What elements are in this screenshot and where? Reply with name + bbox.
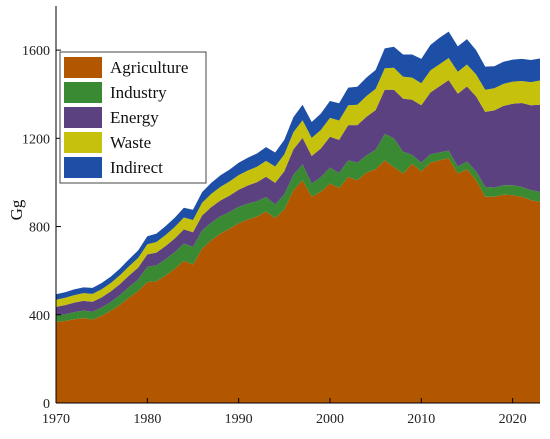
x-tick-label: 1990 xyxy=(225,412,253,427)
y-tick-label: 400 xyxy=(29,309,50,324)
y-tick-label: 800 xyxy=(29,221,50,236)
legend-swatch-agriculture xyxy=(64,57,102,78)
area-energy xyxy=(56,80,540,316)
y-tick-label: 0 xyxy=(43,397,50,412)
legend-swatch-indirect xyxy=(64,157,102,178)
area-layers xyxy=(56,31,540,403)
x-tick-label: 1980 xyxy=(133,412,161,427)
x-tick-label: 2020 xyxy=(499,412,527,427)
y-tick-label: 1600 xyxy=(22,44,50,59)
x-tick-label: 2000 xyxy=(316,412,344,427)
legend: Agriculture Industry Energy Waste Indirect xyxy=(59,51,207,184)
axes: 0 400 800 1200 1600 1970 1980 1990 2000 2010 2020 xyxy=(22,6,540,427)
x-tick-label: 2010 xyxy=(407,412,435,427)
legend-swatch-industry xyxy=(64,82,102,103)
legend-label-waste: Waste xyxy=(110,133,151,152)
y-axis-label: Gg xyxy=(7,199,26,220)
legend-swatch-energy xyxy=(64,107,102,128)
legend-label-industry: Industry xyxy=(110,83,167,102)
area-agriculture xyxy=(56,158,540,403)
area-industry xyxy=(56,133,540,322)
y-tick-label: 1200 xyxy=(22,132,50,147)
x-tick-label: 1970 xyxy=(42,412,70,427)
legend-label-indirect: Indirect xyxy=(110,158,163,177)
legend-label-agriculture: Agriculture xyxy=(110,58,188,77)
legend-swatch-waste xyxy=(64,132,102,153)
legend-label-energy: Energy xyxy=(110,108,159,127)
